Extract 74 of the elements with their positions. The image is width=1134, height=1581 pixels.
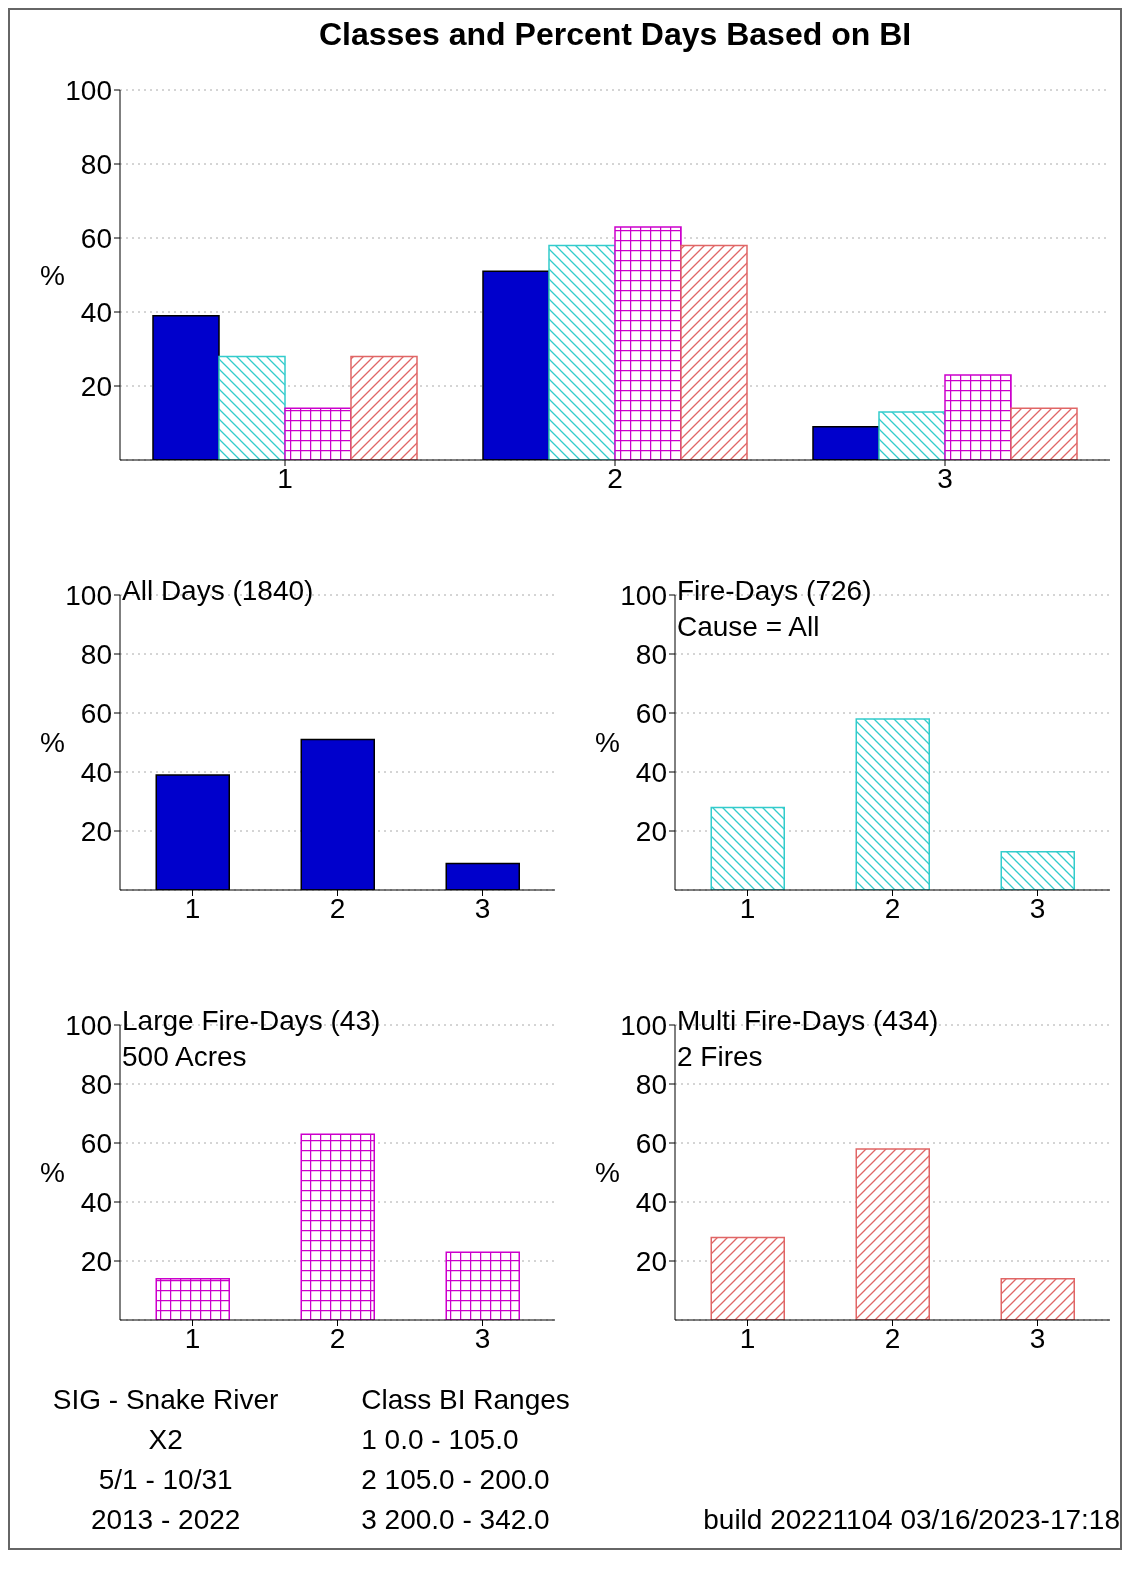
bar xyxy=(710,806,785,890)
y-axis-title: % xyxy=(40,727,65,759)
bar xyxy=(218,355,286,460)
bar xyxy=(855,1148,930,1320)
y-axis-title: % xyxy=(40,259,65,291)
text: build 20221104 03/16/2023-17:18 xyxy=(702,1503,1120,1537)
bar xyxy=(350,355,418,460)
y-tick-label: 20 xyxy=(635,815,667,847)
bar xyxy=(855,718,930,890)
x-tick-label: 2 xyxy=(884,892,901,924)
x-tick-label: 3 xyxy=(1029,1322,1046,1354)
bar xyxy=(1000,850,1075,890)
y-tick-label: 20 xyxy=(80,1245,112,1277)
y-tick-label: 100 xyxy=(65,1009,112,1041)
text: Cause = All xyxy=(677,610,821,644)
text: 2 Fires xyxy=(677,1040,764,1074)
y-tick-label: 60 xyxy=(80,222,112,254)
bar xyxy=(680,244,748,460)
y-tick-label: 60 xyxy=(80,697,112,729)
text: SIG - Snake River X2 5/1 - 10/31 2013 - 2022 xyxy=(51,1383,280,1537)
y-axis-title: % xyxy=(40,1157,65,1189)
y-tick-label: 40 xyxy=(635,756,667,788)
bar xyxy=(614,226,682,460)
bar xyxy=(300,1133,375,1320)
x-tick-label: 3 xyxy=(474,892,491,924)
x-tick-label: 3 xyxy=(937,462,953,494)
bar xyxy=(1010,407,1078,460)
x-tick-label: 1 xyxy=(739,1322,756,1354)
bar xyxy=(944,374,1012,460)
y-tick-label: 40 xyxy=(80,296,112,328)
x-tick-label: 2 xyxy=(329,1322,346,1354)
y-tick-label: 60 xyxy=(635,697,667,729)
text: 500 Acres xyxy=(122,1040,248,1074)
bar xyxy=(548,244,616,460)
bar xyxy=(878,411,946,460)
y-tick-label: 60 xyxy=(635,1127,667,1159)
y-tick-label: 100 xyxy=(65,579,112,611)
y-tick-label: 80 xyxy=(80,638,112,670)
x-tick-label: 2 xyxy=(884,1322,901,1354)
chart-title: Fire-Days (726) xyxy=(677,574,872,608)
x-tick-label: 3 xyxy=(1029,892,1046,924)
y-tick-label: 80 xyxy=(80,148,112,180)
x-tick-label: 1 xyxy=(184,1322,201,1354)
chart-title: Classes and Percent Days Based on BI xyxy=(317,16,913,53)
bar xyxy=(155,1277,230,1320)
chart-title: Large Fire-Days (43) xyxy=(122,1004,381,1038)
y-tick-label: 80 xyxy=(635,1068,667,1100)
y-tick-label: 100 xyxy=(65,74,112,106)
bar xyxy=(445,1251,520,1320)
x-tick-label: 3 xyxy=(474,1322,491,1354)
y-tick-label: 20 xyxy=(80,370,112,402)
x-tick-label: 1 xyxy=(184,892,201,924)
bar xyxy=(1000,1277,1075,1320)
y-tick-label: 80 xyxy=(635,638,667,670)
x-tick-label: 2 xyxy=(607,462,623,494)
chart-title: All Days (1840) xyxy=(122,574,314,608)
y-tick-label: 40 xyxy=(80,1186,112,1218)
chart-title: Multi Fire-Days (434) xyxy=(677,1004,939,1038)
y-tick-label: 100 xyxy=(620,579,667,611)
y-tick-label: 20 xyxy=(80,815,112,847)
x-tick-label: 1 xyxy=(277,462,293,494)
y-tick-label: 60 xyxy=(80,1127,112,1159)
x-tick-label: 1 xyxy=(739,892,756,924)
y-tick-label: 20 xyxy=(635,1245,667,1277)
text: Class BI Ranges 1 0.0 - 105.0 2 105.0 - 200.0 3 200.0 - 342.0 xyxy=(360,1383,571,1537)
y-tick-label: 100 xyxy=(620,1009,667,1041)
bar xyxy=(710,1236,785,1320)
x-tick-label: 2 xyxy=(329,892,346,924)
y-tick-label: 40 xyxy=(80,756,112,788)
y-axis-title: % xyxy=(595,727,620,759)
y-tick-label: 80 xyxy=(80,1068,112,1100)
y-axis-title: % xyxy=(595,1157,620,1189)
y-tick-label: 40 xyxy=(635,1186,667,1218)
bar xyxy=(284,407,352,460)
